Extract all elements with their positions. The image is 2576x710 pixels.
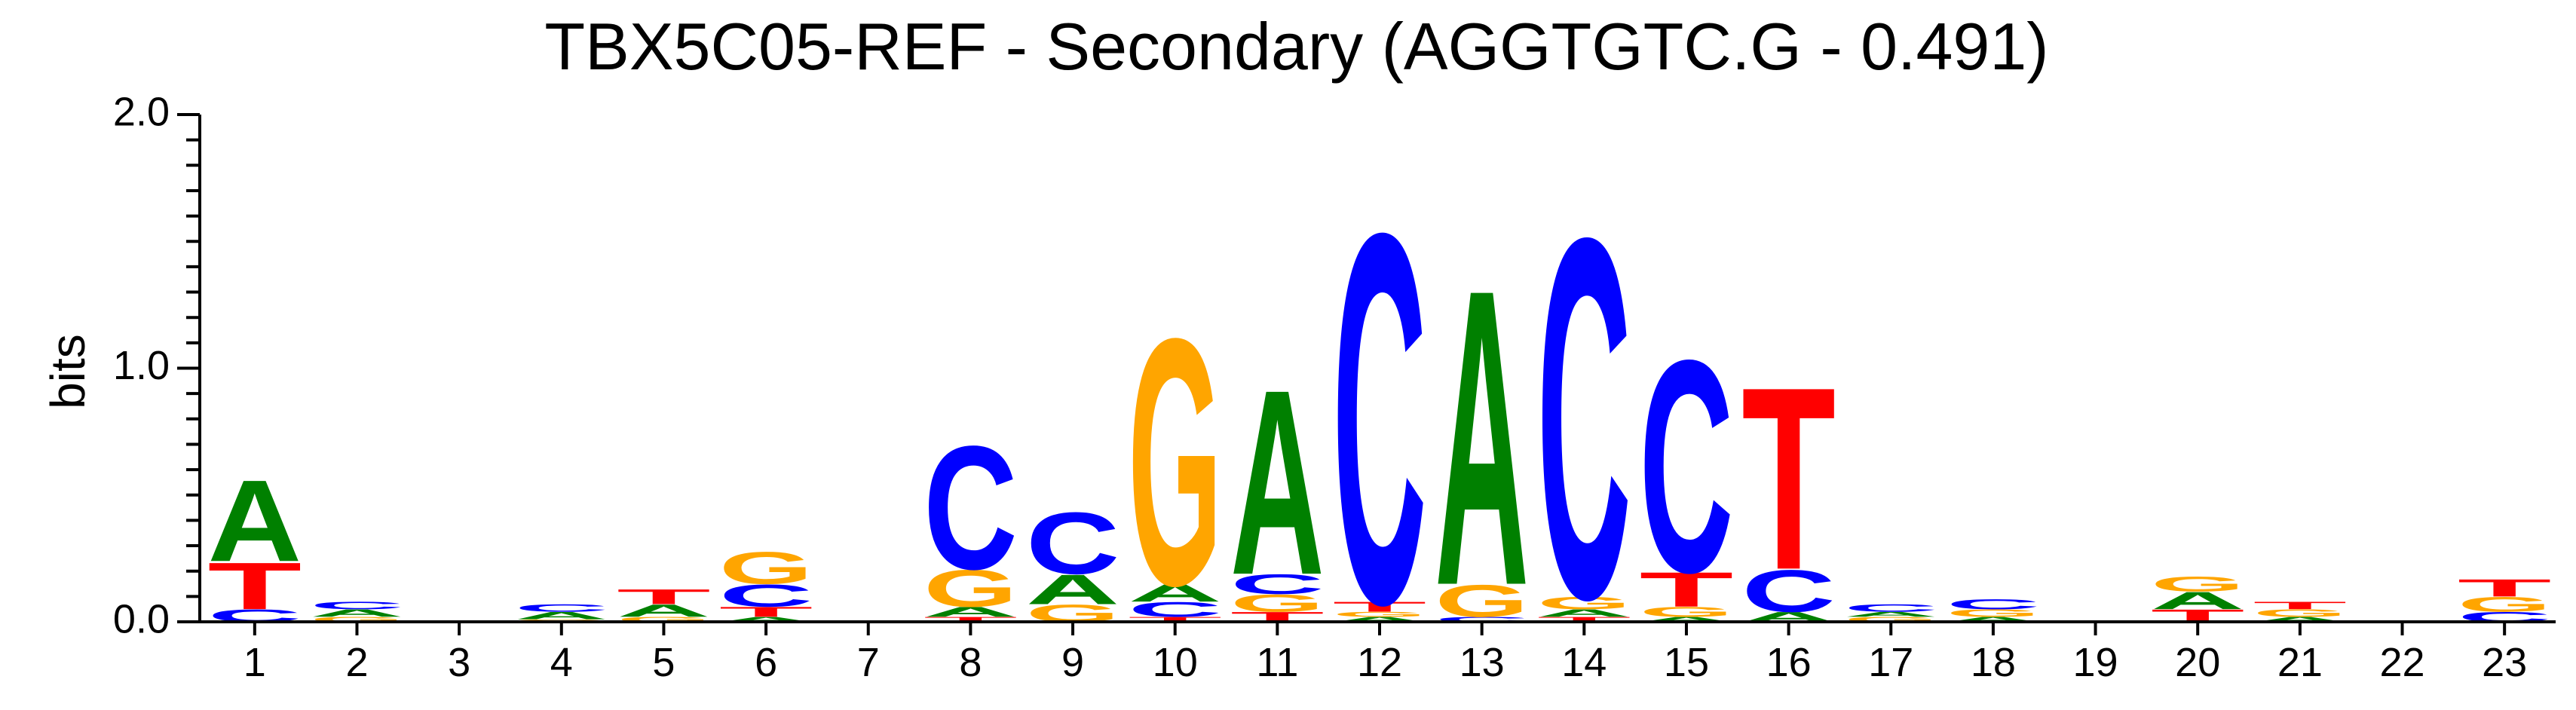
logo-letter-a: A <box>1128 580 1222 607</box>
logo-letter-g: G <box>1640 604 1734 620</box>
logo-letter-g: G <box>1128 266 1222 660</box>
y-tick-label: 1.0 <box>113 343 170 388</box>
x-tick-label: 4 <box>550 640 573 685</box>
x-tick-label: 16 <box>1766 640 1812 685</box>
logo-letter-g: G <box>2151 573 2245 596</box>
y-tick-label: 2.0 <box>113 89 170 134</box>
logo-letter-g: G <box>1333 611 1427 618</box>
logo-letter-t: T <box>1537 616 1631 623</box>
logo-letter-g: G <box>2458 592 2552 616</box>
logo-letter-a: A <box>1026 566 1120 613</box>
logo-letter-c: C <box>1128 598 1222 621</box>
logo-letter-a: A <box>1640 616 1734 623</box>
x-tick-label: 21 <box>2277 640 2323 685</box>
x-tick-label: 8 <box>959 640 982 685</box>
logo-letter-t: T <box>207 549 302 623</box>
x-tick-label: 1 <box>244 640 266 685</box>
logo-letter-t: T <box>1333 599 1427 615</box>
logo-letter-t: T <box>2253 599 2347 611</box>
logo-letter-c: C <box>1435 616 1529 623</box>
y-tick-label: 0.0 <box>113 596 170 641</box>
logo-letter-c: C <box>1947 596 2041 612</box>
logo-letter-g: G <box>1435 575 1529 626</box>
logo-letter-a: A <box>1844 611 1938 618</box>
logo-letter-t: T <box>2458 574 2552 601</box>
logo-letter-a: A <box>514 610 608 622</box>
logo-letter-a: A <box>310 607 404 620</box>
logo-letter-t: T <box>617 585 711 608</box>
logo-letter-g: G <box>1947 607 2041 620</box>
x-tick-label: 2 <box>345 640 368 685</box>
logo-letter-a: A <box>1230 335 1325 630</box>
x-tick-label: 13 <box>1460 640 1505 685</box>
logo-letter-t: T <box>1741 334 1836 625</box>
x-ticks: 1 2 3 4 5 6 7 8 9 10 11 12 13 14 15 16 17 18 19 20 21 22 23 <box>244 622 2527 685</box>
logo-letter-c: C <box>1640 297 1734 636</box>
logo-letter-t: T <box>924 616 1018 623</box>
logo-letter-a: A <box>1537 607 1631 620</box>
x-tick-label: 7 <box>857 640 880 685</box>
logo-letter-g: G <box>924 559 1018 618</box>
logo-letter-g: G <box>1844 616 1938 623</box>
logo-letter-c: C <box>719 578 813 614</box>
logo-letter-a: A <box>1333 616 1427 623</box>
x-tick-label: 18 <box>1971 640 2016 685</box>
logo-letter-g: G <box>2253 607 2347 620</box>
x-tick-label: 20 <box>2175 640 2220 685</box>
x-tick-label: 11 <box>1256 640 1298 685</box>
logo-letter-t: T <box>1128 616 1222 623</box>
logo-letter-c: C <box>924 409 1018 607</box>
logo-letter-a: A <box>2253 616 2347 623</box>
x-tick-label: 3 <box>448 640 470 685</box>
x-tick-label: 23 <box>2482 640 2527 685</box>
chart-title: TBX5C05-REF - Secondary (AGGTGTC.G - 0.4… <box>544 9 2048 84</box>
logo-letter-g: G <box>1537 593 1631 613</box>
logo-letter-c: C <box>1333 124 1427 710</box>
logo-letter-g: G <box>719 542 813 593</box>
logo-letter-a: A <box>1947 616 2041 623</box>
logo-letter-c: C <box>310 599 404 611</box>
x-tick-label: 6 <box>755 640 777 685</box>
logo-letter-a: A <box>719 616 813 623</box>
logo-letter-a: A <box>924 604 1018 620</box>
logo-letter-g: G <box>1230 589 1325 617</box>
logo-letter-c: C <box>1230 568 1325 600</box>
x-tick-label: 14 <box>1561 640 1607 685</box>
logo-letter-t: T <box>719 604 813 620</box>
logo-letter-a: A <box>207 456 302 586</box>
logo-letter-c: C <box>1026 494 1120 593</box>
logo-letter-a: A <box>617 601 711 620</box>
logo-letter-a: A <box>2151 587 2245 615</box>
x-tick-label: 17 <box>1868 640 1913 685</box>
logo-letter-c: C <box>1537 131 1631 705</box>
logo-letter-g: G <box>310 616 404 623</box>
logo-letter-c: C <box>1741 557 1836 624</box>
logo-letter-a: A <box>1435 200 1529 673</box>
x-tick-label: 15 <box>1664 640 1709 685</box>
x-tick-label: 10 <box>1153 640 1198 685</box>
logo-letter-t: T <box>1640 562 1734 617</box>
logo-letter-c: C <box>1844 602 1938 614</box>
x-tick-label: 19 <box>2073 640 2118 685</box>
y-axis-label: bits <box>41 334 95 409</box>
logo-letter-c: C <box>514 602 608 614</box>
x-tick-label: 12 <box>1357 640 1402 685</box>
logo-letter-g: G <box>617 616 711 623</box>
y-ticks: 0.0 1.0 2.0 <box>113 89 200 641</box>
x-tick-label: 22 <box>2379 640 2424 685</box>
x-tick-label: 5 <box>652 640 675 685</box>
x-tick-label: 9 <box>1061 640 1084 685</box>
